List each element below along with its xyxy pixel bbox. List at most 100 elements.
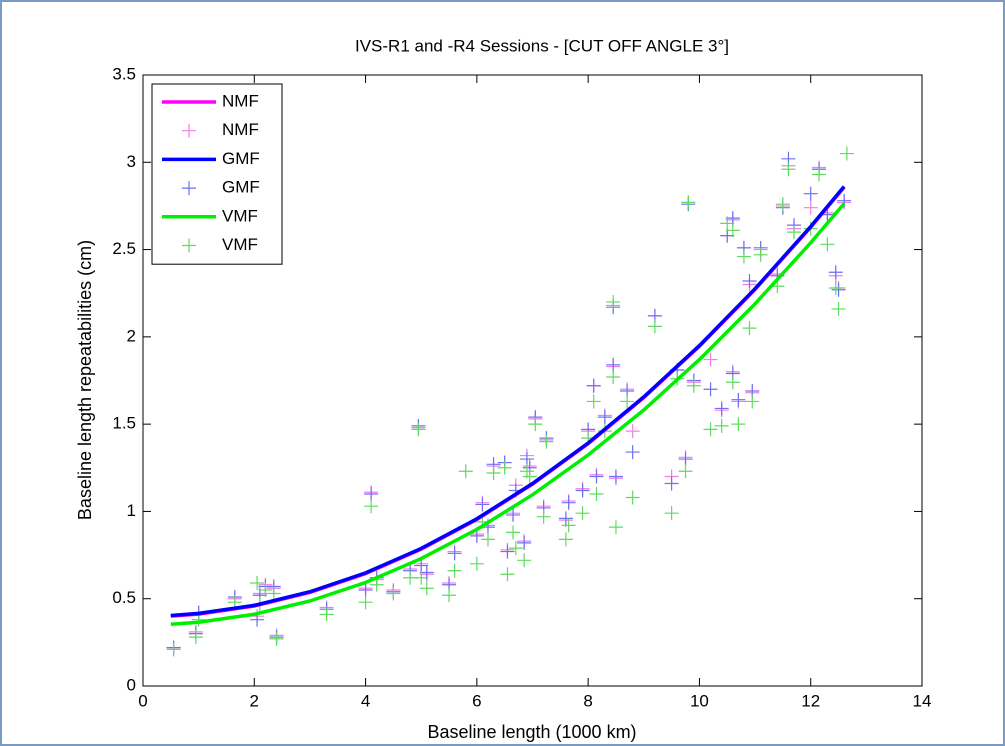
x-tick-label: 0	[138, 691, 147, 710]
scatter-marker	[606, 357, 621, 372]
scatter-marker	[519, 452, 534, 467]
x-tick-label: 4	[361, 691, 370, 710]
y-tick-label: 2.5	[112, 239, 136, 258]
scatter-marker	[419, 581, 434, 596]
y-tick-label: 1.5	[112, 414, 136, 433]
scatter-marker	[319, 607, 334, 622]
scatter-marker	[608, 469, 623, 484]
scatter-marker	[625, 445, 640, 460]
scatter-marker	[517, 535, 532, 550]
chart-title: IVS-R1 and -R4 Sessions - [CUT OFF ANGLE…	[355, 36, 729, 55]
scatter-marker	[703, 382, 718, 397]
scatter-marker	[625, 424, 640, 439]
scatter-marker	[731, 392, 746, 407]
legend-label: NMF	[222, 91, 259, 110]
scatter-marker	[258, 582, 273, 597]
scatter-marker	[803, 200, 818, 215]
x-tick-label: 8	[583, 691, 592, 710]
scatter-marker	[725, 375, 740, 390]
scatter-marker	[506, 525, 521, 540]
scatter-marker	[386, 586, 401, 601]
x-tick-label: 14	[913, 691, 932, 710]
x-tick-label: 12	[801, 691, 820, 710]
scatter-marker	[166, 642, 181, 657]
scatter-marker	[447, 563, 462, 578]
scatter-marker	[497, 460, 512, 475]
scatter-marker	[528, 417, 543, 432]
scatter-marker	[736, 249, 751, 264]
scatter-marker	[720, 216, 735, 231]
y-axis-label: Baseline length repeatabilities (cm)	[75, 240, 95, 520]
scatter-marker	[589, 469, 604, 484]
scatter-marker	[625, 490, 640, 505]
y-tick-label: 0	[127, 675, 136, 694]
y-tick-label: 3	[127, 152, 136, 171]
x-tick-label: 2	[250, 691, 259, 710]
scatter-marker	[500, 544, 515, 559]
scatter-marker	[681, 195, 696, 210]
legend-label: NMF	[222, 120, 259, 139]
scatter-marker	[820, 237, 835, 252]
scatter-marker	[606, 294, 621, 309]
scatter-marker	[575, 506, 590, 521]
scatter-marker	[753, 247, 768, 262]
scatter-marker	[508, 541, 523, 556]
x-tick-label: 6	[472, 691, 481, 710]
scatter-marker	[589, 486, 604, 501]
scatter-marker	[606, 370, 621, 385]
scatter-marker	[539, 434, 554, 449]
scatter-marker	[414, 558, 429, 573]
scatter-marker	[442, 588, 457, 603]
scatter-marker	[745, 394, 760, 409]
scatter-marker	[575, 483, 590, 498]
scatter-marker	[664, 476, 679, 491]
scatter-marker	[358, 582, 373, 597]
legend-box	[151, 83, 283, 265]
scatter-marker	[714, 418, 729, 433]
scatter-marker	[828, 280, 843, 295]
scatter-marker	[536, 509, 551, 524]
scatter-marker	[447, 546, 462, 561]
scatter-marker	[558, 511, 573, 526]
y-tick-label: 1	[127, 501, 136, 520]
scatter-marker	[839, 146, 854, 161]
scatter-marker	[742, 273, 757, 288]
y-tick-label: 0.5	[112, 588, 136, 607]
scatter-marker	[561, 518, 576, 533]
fit-line	[170, 185, 846, 618]
scatter-marker	[731, 417, 746, 432]
x-tick-label: 10	[690, 691, 709, 710]
scatter-marker	[364, 499, 379, 514]
scatter-marker	[250, 576, 265, 591]
scatter-marker	[188, 630, 203, 645]
legend-label: GMF	[222, 149, 260, 168]
scatter-marker	[775, 197, 790, 212]
scatter-marker	[787, 225, 802, 240]
fit-line	[170, 202, 846, 626]
y-tick-label: 2	[127, 326, 136, 345]
scatter-marker	[486, 466, 501, 481]
scatter-marker	[364, 486, 379, 501]
scatter-marker	[703, 352, 718, 367]
scatter-marker	[586, 394, 601, 409]
scatter-marker	[828, 265, 843, 280]
legend-label: VMF	[222, 206, 258, 225]
scatter-marker	[781, 162, 796, 177]
scatter-marker	[561, 495, 576, 510]
scatter-marker	[803, 186, 818, 201]
scatter-marker	[517, 553, 532, 568]
legend-label: VMF	[222, 235, 258, 254]
legend-marker	[182, 181, 196, 196]
scatter-marker	[458, 464, 473, 479]
scatter-marker	[742, 321, 757, 336]
scatter-marker	[522, 469, 537, 484]
scatter-marker	[831, 282, 846, 297]
scatter-marker	[500, 567, 515, 582]
scatter-marker	[358, 595, 373, 610]
axes-box	[142, 74, 923, 687]
scatter-marker	[369, 577, 384, 592]
scatter-marker	[414, 570, 429, 585]
scatter-marker	[269, 631, 284, 646]
scatter-marker	[469, 556, 484, 571]
